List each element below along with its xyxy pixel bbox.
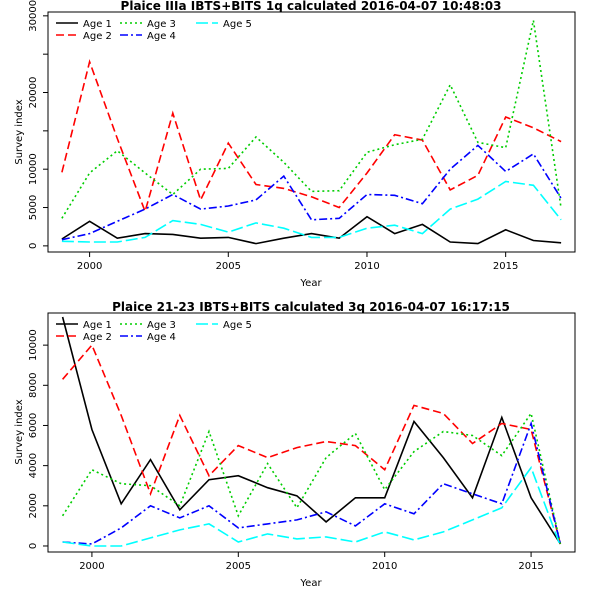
x-tick-label: 2000	[79, 561, 104, 572]
legend-label: Age 4	[147, 31, 176, 42]
plot-frame	[47, 312, 576, 553]
x-tick-label: 2015	[518, 561, 543, 572]
legend-label: Age 2	[83, 31, 112, 42]
series-lines	[61, 316, 562, 547]
legend-label: Age 2	[83, 332, 112, 343]
series-line-age-1	[61, 215, 562, 245]
series-line-age-2	[61, 343, 562, 545]
y-tick-label: 20000	[28, 77, 39, 109]
y-tick-label: 2000	[28, 493, 39, 518]
legend-label: Age 1	[83, 320, 112, 331]
axis-ticks: 2000 2005 2010 2015 0 5000 10000 20000 30000	[28, 0, 518, 272]
x-tick-label: 2005	[226, 561, 251, 572]
legend-label: Age 5	[223, 19, 252, 30]
y-tick-label: 6000	[28, 413, 39, 438]
x-tick-label: 2005	[216, 261, 241, 272]
legend-label: Age 4	[147, 332, 176, 343]
legend-label: Age 1	[83, 19, 112, 30]
series-lines	[61, 20, 562, 245]
y-tick-label: 0	[28, 243, 39, 249]
x-tick-label: 2010	[372, 561, 397, 572]
plot-frame	[47, 11, 576, 253]
series-line-age-1	[61, 316, 562, 545]
x-axis-label: Year	[299, 578, 322, 589]
chart-bottom: Plaice 21-23 IBTS+BITS calculated 3q 201…	[14, 300, 576, 589]
y-axis-label: Survey index	[14, 399, 25, 464]
y-tick-label: 4000	[28, 453, 39, 478]
series-line-age-3	[61, 411, 562, 545]
series-line-age-2	[61, 59, 562, 214]
x-tick-label: 2000	[77, 261, 102, 272]
y-tick-label: 10000	[28, 153, 39, 185]
legend-label: Age 5	[223, 320, 252, 331]
series-line-age-3	[61, 20, 562, 219]
axis-ticks: 2000 2005 2010 2015 0 2000 4000 6000 8000 10000	[28, 329, 544, 572]
legend-label: Age 3	[147, 19, 176, 30]
x-axis-label: Year	[299, 278, 322, 289]
y-tick-label: 8000	[28, 373, 39, 398]
chart-top: Plaice IIIa IBTS+BITS 1q calculated 2016…	[14, 0, 576, 289]
chart-title: Plaice IIIa IBTS+BITS 1q calculated 2016…	[121, 0, 502, 13]
y-tick-label: 30000	[28, 0, 39, 32]
series-line-age-4	[61, 144, 562, 241]
y-tick-label: 5000	[28, 195, 39, 220]
x-tick-label: 2015	[493, 261, 518, 272]
y-tick-label: 0	[28, 543, 39, 549]
series-line-age-5	[61, 180, 562, 243]
x-tick-label: 2010	[354, 261, 379, 272]
chart-title: Plaice 21-23 IBTS+BITS calculated 3q 201…	[112, 300, 510, 314]
legend-label: Age 3	[147, 320, 176, 331]
y-axis-label: Survey index	[14, 99, 25, 164]
series-line-age-4	[62, 420, 562, 545]
series-line-age-5	[62, 465, 562, 547]
y-tick-label: 10000	[28, 329, 39, 361]
